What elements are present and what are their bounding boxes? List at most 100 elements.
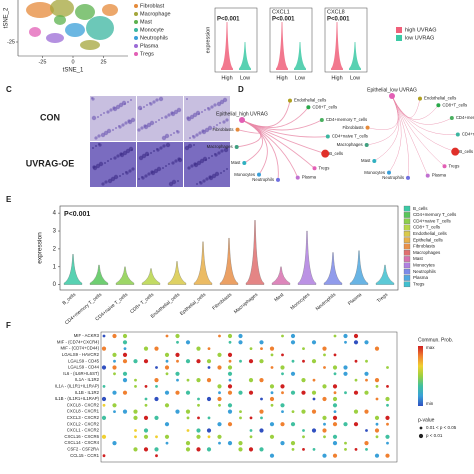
- dot: [332, 434, 338, 439]
- cluster: [46, 33, 64, 43]
- dot: [143, 359, 149, 364]
- label: B_cells: [459, 149, 473, 154]
- cell-speck: [195, 133, 199, 137]
- dot: [227, 390, 233, 395]
- cell-speck: [149, 102, 153, 106]
- dot: [185, 359, 191, 364]
- dot: [122, 390, 128, 395]
- dot: [260, 347, 263, 350]
- dot: [227, 422, 233, 427]
- micrograph: [137, 142, 183, 187]
- node: [275, 177, 280, 182]
- cell-speck: [193, 162, 199, 168]
- dot: [133, 415, 138, 420]
- edge: [366, 95, 399, 146]
- cell-speck: [130, 99, 132, 101]
- label: CXCL8: [327, 9, 345, 15]
- cell-speck: [124, 121, 128, 125]
- cell-speck: [167, 113, 171, 117]
- legend-key: [403, 237, 411, 243]
- cell-speck: [186, 116, 192, 122]
- dot: [217, 434, 222, 439]
- dot: [206, 378, 212, 383]
- cell-speck: [165, 142, 171, 148]
- dot: [332, 422, 338, 427]
- cell-speck: [204, 109, 206, 111]
- cell-speck: [119, 152, 125, 158]
- dot: [123, 347, 127, 350]
- cell-speck: [165, 165, 167, 167]
- dot: [176, 340, 179, 344]
- label: Neutrophils: [413, 269, 437, 274]
- dot: [101, 434, 107, 439]
- dot: [185, 447, 191, 452]
- dot: [143, 415, 149, 420]
- cell-speck: [192, 135, 196, 139]
- dot: [227, 365, 233, 370]
- dot: [374, 415, 380, 420]
- dot: [354, 448, 358, 451]
- dot: [227, 371, 233, 376]
- cell-speck: [164, 115, 168, 119]
- label: IL1A - IL1R2: [75, 377, 99, 382]
- label: Neutrophils: [252, 177, 274, 182]
- node: [234, 144, 239, 149]
- dot: [323, 353, 326, 357]
- violin: [271, 266, 291, 285]
- dot: [238, 447, 243, 452]
- dot: [143, 447, 149, 452]
- label: 0: [71, 59, 74, 65]
- violin: [349, 250, 369, 285]
- dot: [122, 378, 128, 383]
- dot: [270, 366, 274, 369]
- dot: [302, 359, 305, 363]
- label: Mast: [273, 291, 285, 303]
- cell-speck: [147, 172, 151, 176]
- cell-speck: [100, 114, 102, 116]
- dot: [353, 333, 359, 339]
- node: [242, 160, 247, 165]
- label: 0.01 < p < 0.05: [426, 425, 457, 430]
- dot: [332, 453, 338, 458]
- legend-key: [403, 212, 411, 218]
- dot: [344, 441, 347, 445]
- cluster: [102, 4, 118, 16]
- cell-speck: [153, 150, 155, 152]
- node: [387, 170, 391, 175]
- node: [449, 116, 454, 120]
- dot: [217, 396, 222, 402]
- cell-speck: [150, 152, 152, 154]
- label: CD8+T_cells: [442, 102, 467, 107]
- cell-speck: [146, 104, 148, 106]
- node: [436, 103, 441, 108]
- node: [306, 105, 311, 110]
- node: [365, 125, 370, 130]
- dot: [323, 366, 326, 369]
- label: CD4+naive T_cells: [332, 134, 368, 139]
- dot: [249, 429, 253, 432]
- dot: [281, 391, 284, 395]
- cell-speck: [101, 182, 105, 186]
- cell-speck: [118, 125, 122, 129]
- dot: [112, 352, 117, 357]
- dot: [280, 365, 285, 370]
- dot: [259, 447, 264, 452]
- dot: [154, 346, 159, 351]
- dot: [134, 378, 137, 382]
- cell-speck: [127, 101, 129, 103]
- label: P<0.001: [272, 17, 295, 23]
- dot: [196, 359, 201, 364]
- dot: [375, 385, 379, 388]
- cell-speck: [94, 136, 98, 140]
- dot: [196, 428, 201, 433]
- legend-dot: [134, 52, 138, 56]
- label: IL1B - (IL1R1+IL1RAP): [55, 396, 100, 401]
- cell-speck: [110, 158, 112, 160]
- cell-speck: [176, 130, 180, 134]
- dot: [290, 371, 296, 376]
- cell-speck: [127, 119, 133, 125]
- label: CD8+ T_cells: [413, 225, 441, 230]
- legend-dot: [134, 36, 138, 40]
- cell-speck: [144, 174, 148, 178]
